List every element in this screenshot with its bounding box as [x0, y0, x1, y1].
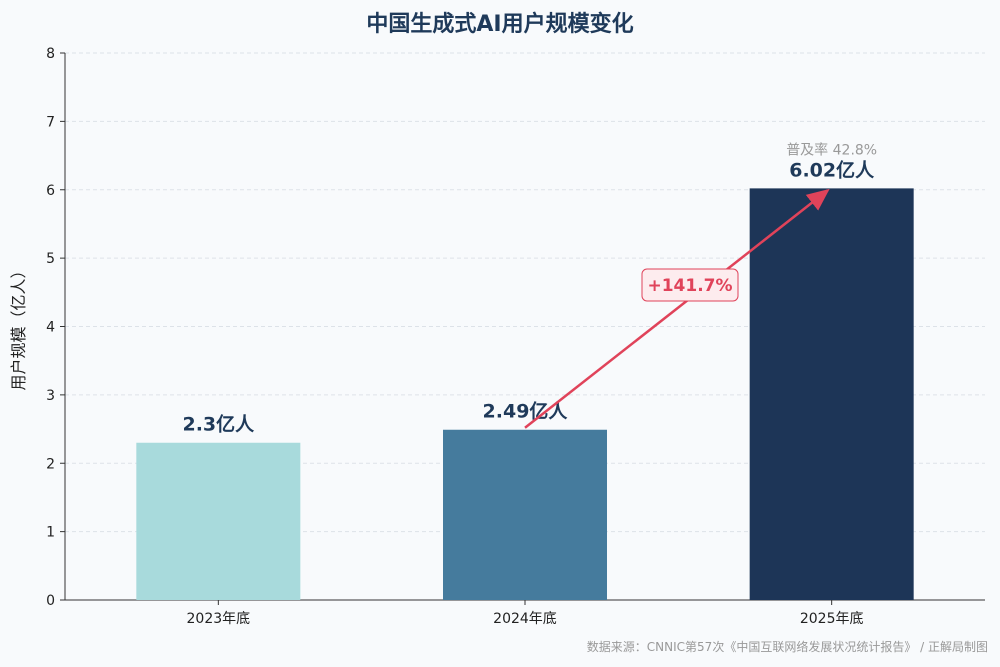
- data-label: 6.02亿人: [789, 158, 875, 181]
- y-tick-label: 4: [46, 320, 55, 336]
- growth-arrow: [524, 188, 830, 429]
- x-tick-label: 2023年底: [187, 611, 251, 627]
- y-tick-label: 1: [46, 525, 55, 541]
- bar: [443, 429, 607, 600]
- y-tick-label: 6: [46, 183, 55, 199]
- y-tick-label: 5: [46, 251, 55, 267]
- x-tick-label: 2024年底: [493, 611, 557, 627]
- growth-badge: [641, 268, 739, 302]
- source-note: 数据来源：CNNIC第57次《中国互联网络发展状况统计报告》 / 正解局制图: [586, 640, 988, 654]
- y-tick-label: 2: [46, 456, 55, 472]
- x-tick-label: 2025年底: [800, 611, 864, 627]
- data-label: 2.3亿人: [182, 413, 255, 436]
- y-tick-label: 3: [46, 388, 55, 404]
- y-axis-label: 用户规模（亿人）: [9, 262, 28, 390]
- y-tick-label: 0: [46, 593, 55, 609]
- data-label: 2.49亿人: [483, 400, 569, 423]
- y-tick-label: 7: [46, 114, 55, 130]
- bar: [749, 188, 914, 600]
- chart-title: 中国生成式AI用户规模变化: [366, 12, 634, 37]
- y-tick-label: 8: [46, 46, 55, 62]
- penetration-label: 普及率 42.8%: [786, 141, 877, 158]
- growth-label: +141.7%: [647, 276, 732, 296]
- bar: [136, 442, 301, 600]
